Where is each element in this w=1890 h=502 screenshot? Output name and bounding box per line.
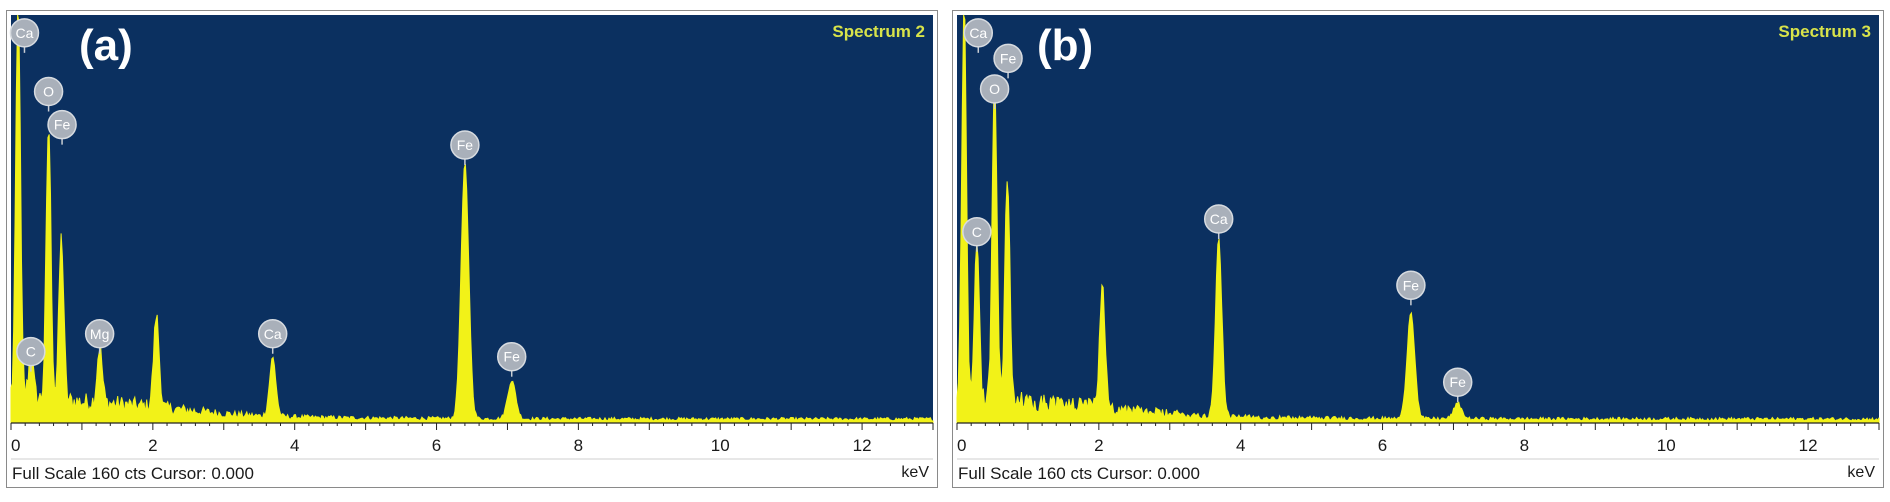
element-marker-fe: Fe [1442, 367, 1473, 403]
element-marker-text: O [43, 84, 54, 100]
spectrum-panel-b: Spectrum 3 Ca Fe O C Ca Fe Fe 0 2 4 6 8 10 12 (b) Full… [952, 10, 1884, 488]
element-marker-fe: Fe [47, 109, 77, 145]
element-marker-text: C [26, 344, 36, 360]
x-tick-label: 2 [148, 436, 157, 455]
x-axis-unit-b: keV [1847, 464, 1875, 481]
plot-background [11, 15, 933, 423]
element-marker-text: Fe [54, 117, 71, 133]
x-tick-label: 0 [957, 436, 966, 455]
spectrum-trace [956, 14, 1880, 424]
element-marker-ca: Ca [9, 18, 40, 53]
plot-background [957, 15, 1879, 423]
element-marker-text: Mg [90, 326, 109, 342]
spectrum-panel-a: Spectrum 2 Ca O Fe C Mg Ca Fe Fe 0 2 4 6 8 10 12 (a) Fu… [6, 10, 938, 488]
spectrum-name-label: Spectrum 3 [1778, 22, 1871, 41]
element-marker-fe: Fe [993, 43, 1023, 79]
element-marker-fe: Fe [1396, 270, 1426, 306]
element-marker-c: C [16, 336, 46, 372]
panel-letter-b: (b) [1037, 21, 1094, 70]
x-tick-label: 6 [1378, 436, 1387, 455]
element-marker-text: Fe [1450, 374, 1467, 390]
x-tick-label: 2 [1094, 436, 1103, 455]
x-tick-label: 10 [711, 436, 730, 455]
element-marker-ca: Ca [1203, 204, 1234, 239]
x-tick-label: 4 [1236, 436, 1245, 455]
spectrum-name-label: Spectrum 2 [832, 22, 925, 41]
panel-letter-a: (a) [79, 21, 133, 70]
element-marker-text: C [972, 224, 982, 240]
element-marker-fe: Fe [450, 130, 480, 166]
element-marker-text: Fe [1403, 277, 1420, 293]
element-marker-text: Fe [1000, 50, 1017, 66]
x-tick-label: 8 [574, 436, 583, 455]
element-marker-text: Fe [504, 349, 521, 365]
element-marker-c: C [962, 217, 992, 252]
element-marker-mg: Mg [84, 319, 115, 354]
x-axis-unit-a: keV [901, 464, 929, 481]
element-marker-ca: Ca [257, 319, 288, 354]
element-marker-text: Ca [969, 25, 987, 41]
element-marker-text: O [989, 81, 1000, 97]
element-marker-text: Ca [264, 326, 282, 342]
element-marker-text: Fe [457, 137, 474, 153]
x-tick-label: 4 [290, 436, 299, 455]
spectrum-trace [10, 14, 934, 424]
x-tick-label: 8 [1520, 436, 1529, 455]
x-tick-label: 0 [11, 436, 20, 455]
element-marker-ca: Ca [963, 18, 994, 53]
element-marker-text: Ca [1210, 211, 1228, 227]
element-marker-o: O [33, 76, 64, 112]
footer-status-a: Full Scale 160 cts Cursor: 0.000 [12, 464, 254, 483]
element-marker-text: Ca [16, 25, 34, 41]
footer-status-b: Full Scale 160 cts Cursor: 0.000 [958, 464, 1200, 483]
x-tick-label: 12 [853, 436, 872, 455]
x-tick-label: 12 [1799, 436, 1818, 455]
element-marker-fe: Fe [496, 341, 527, 377]
spectrum-plot-a: Spectrum 2 Ca O Fe C Mg Ca Fe Fe 0 2 4 6 8 10 12 [9, 14, 934, 460]
x-tick-label: 6 [432, 436, 441, 455]
x-tick-label: 10 [1657, 436, 1676, 455]
element-marker-o: O [979, 74, 1010, 109]
